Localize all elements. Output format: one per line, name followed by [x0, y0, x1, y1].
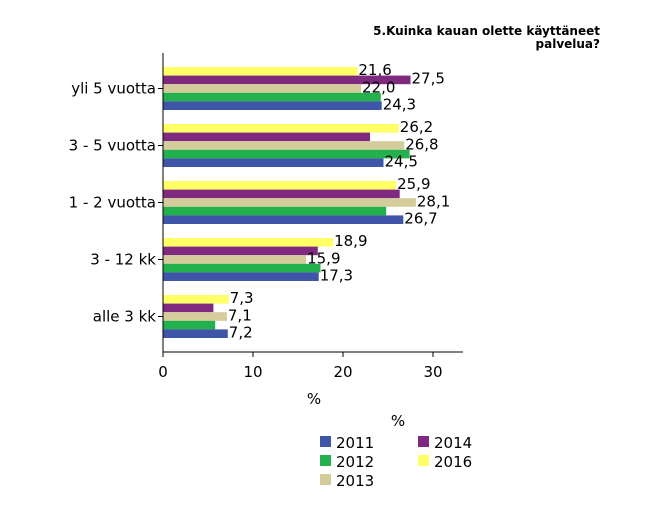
bar-2016-0	[163, 67, 358, 76]
bar-2016-4	[163, 295, 229, 304]
bar-2012-3	[163, 263, 321, 273]
legend-label-2012: 2012	[336, 453, 374, 471]
bar-2013-1	[163, 141, 405, 150]
data-label: 7,2	[229, 324, 253, 342]
data-label: 18,9	[334, 232, 367, 250]
category-label: alle 3 kk	[93, 308, 157, 326]
legend-label-2014: 2014	[434, 434, 472, 452]
bar-2014-3	[163, 246, 318, 256]
bar-2011-3	[163, 272, 319, 281]
bar-2016-2	[163, 181, 397, 190]
bar-2013-3	[163, 255, 307, 264]
data-label: 25,9	[397, 175, 430, 193]
category-label: 1 - 2 vuotta	[69, 194, 156, 212]
data-label: 24,3	[383, 96, 416, 114]
category-label: 3 - 12 kk	[90, 251, 156, 269]
data-label: 7,1	[228, 306, 252, 324]
x-tick-label: 0	[158, 363, 168, 381]
bar-2012-2	[163, 206, 387, 216]
bar-2011-2	[163, 215, 404, 224]
data-label: 26,2	[400, 118, 433, 136]
bar-2013-0	[163, 84, 361, 93]
legend-swatch-2016	[418, 455, 429, 466]
bar-2013-2	[163, 198, 416, 207]
legend-swatch-2014	[418, 436, 429, 447]
legend-label-2013: 2013	[336, 472, 374, 490]
bar-2011-0	[163, 101, 382, 110]
bar-2014-1	[163, 132, 370, 142]
bar-2013-4	[163, 312, 227, 321]
legend-label-2011: 2011	[336, 434, 374, 452]
x-tick-label: 10	[243, 363, 262, 381]
chart-title-line: 5.Kuinka kauan olette käyttäneet	[373, 24, 600, 38]
data-label: 17,3	[320, 267, 353, 285]
legend-title: %	[391, 412, 405, 430]
legend-swatch-2012	[320, 455, 331, 466]
data-label: 15,9	[307, 249, 340, 267]
bar-2011-4	[163, 329, 228, 338]
x-tick-label: 30	[423, 363, 442, 381]
chart-title-line: palvelua?	[536, 37, 601, 51]
bar-2014-4	[163, 303, 214, 313]
data-label: 22,0	[362, 78, 395, 96]
data-label: 7,3	[230, 289, 254, 307]
bar-2012-0	[163, 92, 381, 102]
bar-2011-1	[163, 158, 384, 167]
legend-swatch-2013	[320, 474, 331, 485]
bar-2014-2	[163, 189, 400, 199]
data-label: 27,5	[412, 70, 445, 88]
x-axis-title: %	[307, 390, 321, 408]
bar-2016-1	[163, 124, 399, 133]
bar-2016-3	[163, 238, 334, 247]
category-label: yli 5 vuotta	[71, 80, 156, 98]
x-tick-label: 20	[333, 363, 352, 381]
data-label: 28,1	[417, 192, 450, 210]
data-label: 21,6	[358, 61, 391, 79]
data-label: 26,7	[404, 210, 437, 228]
bar-2012-1	[163, 149, 410, 159]
data-label: 24,5	[385, 153, 418, 171]
bar-2012-4	[163, 320, 216, 330]
legend-label-2016: 2016	[434, 453, 472, 471]
legend-swatch-2011	[320, 436, 331, 447]
data-label: 26,8	[405, 135, 438, 153]
bar-2014-0	[163, 75, 411, 85]
category-label: 3 - 5 vuotta	[69, 137, 156, 155]
